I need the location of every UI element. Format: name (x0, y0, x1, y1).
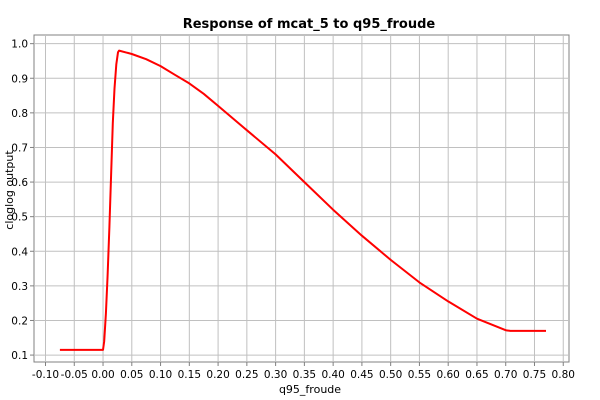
x-tick-label: 0.25 (235, 369, 258, 381)
x-tick-label: 0.05 (120, 369, 143, 381)
x-tick-label: 0.10 (149, 369, 172, 381)
x-tick-label: 0.50 (379, 369, 402, 381)
x-tick-label: 0.00 (91, 369, 114, 381)
grid-lines (34, 35, 569, 362)
x-axis-label: q95_froude (279, 383, 341, 396)
plot-area (33, 34, 570, 363)
x-tick-label: 0.20 (206, 369, 229, 381)
y-tick-label: 0.9 (11, 73, 28, 85)
x-tick-label: 0.75 (523, 369, 546, 381)
x-tick-label: 0.55 (408, 369, 431, 381)
x-tick-label: 0.45 (350, 369, 373, 381)
x-tick-label: 0.70 (494, 369, 517, 381)
x-tick-label: 0.15 (178, 369, 201, 381)
y-tick-label: 0.2 (11, 315, 28, 327)
x-tick-label: 0.80 (552, 369, 575, 381)
x-tick-label: 0.35 (293, 369, 316, 381)
y-tick-label: 1.0 (11, 39, 28, 51)
response-curve (59, 49, 546, 351)
y-tick-label: 0.4 (11, 246, 28, 258)
x-axis-ticks: -0.10 -0.05 0.00 0.05 0.10 0.15 0.20 0.25 0.30 0.… (32, 362, 575, 381)
x-tick-label: 0.30 (264, 369, 287, 381)
y-tick-label: 0.5 (11, 212, 28, 224)
x-tick-label: -0.05 (61, 369, 88, 381)
y-tick-label: 0.7 (11, 142, 28, 154)
chart-title: Response of mcat_5 to q95_froude (183, 17, 436, 32)
series-layer (59, 49, 546, 351)
y-tick-label: 0.3 (11, 281, 28, 293)
x-tick-label: 0.60 (436, 369, 459, 381)
x-tick-label: 0.40 (321, 369, 344, 381)
x-tick-label: -0.10 (32, 369, 59, 381)
y-axis-label: cloglog output (3, 150, 16, 230)
y-tick-label: 0.1 (11, 350, 28, 362)
y-tick-label: 0.8 (11, 108, 28, 120)
y-axis-ticks: 0.1 0.2 0.3 0.4 0.5 0.6 0.7 0.8 0.9 1.0 (11, 39, 34, 362)
y-tick-label: 0.6 (11, 177, 28, 189)
x-tick-label: 0.65 (465, 369, 488, 381)
